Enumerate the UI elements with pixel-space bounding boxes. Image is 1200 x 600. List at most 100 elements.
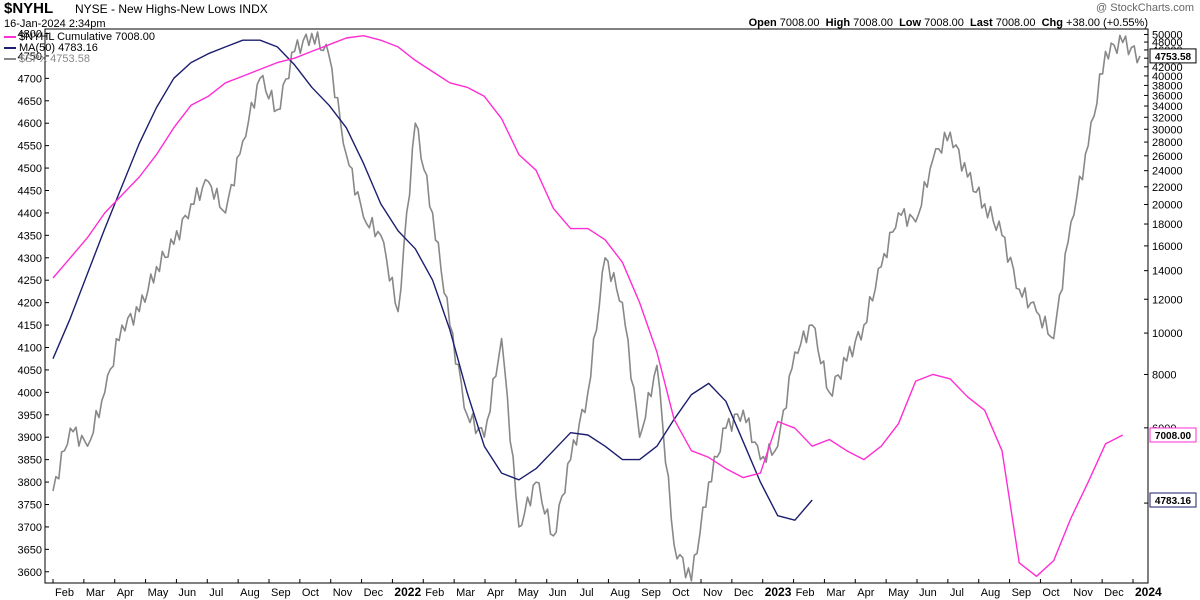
left-tick-label: 3850 [18,455,42,467]
left-tick-label: 4300 [18,253,42,265]
legend-label: $NYHL Cumulative 7008.00 [19,31,155,43]
high-value: 7008.00 [853,17,893,29]
legend-label: $SPX 4753.58 [19,53,90,65]
right-tick-label: 10000 [1152,328,1183,340]
stockcharts-watermark[interactable]: @ StockCharts.com [1096,2,1194,14]
right-tick-label: 28000 [1152,137,1183,149]
x-tick-label: Jul [950,587,964,599]
right-tick-label: 40000 [1152,71,1183,83]
x-tick-label: Dec [364,587,384,599]
left-tick-label: 4700 [18,73,42,85]
right-tick-label: 50000 [1152,29,1183,41]
x-tick-label: Jun [178,587,196,599]
last-label: Last [970,17,993,29]
x-tick-label: Feb [796,587,815,599]
value-tag: 7008.00 [1149,427,1197,443]
x-tick-label: May [148,587,169,599]
last-value: 7008.00 [995,17,1036,29]
x-tick-label: Aug [610,587,630,599]
left-tick-label: 4800 [18,28,42,40]
x-tick-label: Mar [826,587,845,599]
x-tick-label: Feb [55,587,74,599]
right-tick-label: 8000 [1152,369,1176,381]
right-tick-label: 38000 [1152,80,1183,92]
exchange-label: INDX [239,2,268,16]
left-tick-label: 3700 [18,522,42,534]
left-tick-label: 3950 [18,410,42,422]
x-tick-label: Oct [302,587,319,599]
x-tick-label: Nov [703,587,723,599]
right-tick-label: 24000 [1152,166,1183,178]
value-tags: 4753.58 7008.00 4783.16 [1149,48,1197,508]
open-value: 7008.00 [779,17,820,29]
left-tick-label: 3650 [18,544,42,556]
left-tick-label: 3750 [18,499,42,511]
right-tick-label: 26000 [1152,151,1183,163]
left-tick-label: 3600 [18,567,42,579]
right-tick-label: 32000 [1152,112,1183,124]
low-label: Low [899,17,922,29]
left-tick-label: 4250 [18,275,42,287]
x-tick-label: Nov [1073,587,1093,599]
value-tag-box [1149,48,1197,64]
left-tick-label: 4450 [18,185,42,197]
left-tick-label: 4100 [18,342,42,354]
value-tag-box [1149,492,1197,508]
right-tick-label: 14000 [1152,266,1183,278]
left-tick-label: 4750 [18,51,42,63]
legend-swatch [4,36,16,39]
x-tick-label: Jun [549,587,567,599]
series-line-nyhl-cumulative [52,35,1124,577]
x-tick-label: Dec [1104,587,1124,599]
high-label: High [825,17,851,29]
low-value: 7008.00 [924,17,964,29]
x-tick-label: 2024 [1135,585,1162,599]
left-axis: 3600 3650 3700 3750 3800 3850 3900 3950 4000 4050… [18,28,49,579]
left-tick-label: 4400 [18,208,42,220]
chg-value: +38.00 (+0.55%) [1066,17,1148,29]
x-tick-label: 2022 [394,585,421,599]
value-tag: 4783.16 [1149,492,1197,508]
x-tick-label: Apr [117,587,134,599]
left-tick-label: 3800 [18,477,42,489]
left-tick-label: 4500 [18,163,42,175]
right-tick-label: 42000 [1152,62,1183,74]
x-tick-label: Mar [456,587,475,599]
x-tick-label: Jul [209,587,223,599]
right-tick-label: 36000 [1152,90,1183,102]
series-line-ma-50 [52,39,813,521]
description-text: NYSE - New Highs-New Lows [75,2,236,16]
value-tag-label: 4783.16 [1155,496,1192,507]
chart-datestamp: 16-Jan-2024 2:34pm [4,18,106,30]
x-tick-label: May [888,587,909,599]
value-tag-label: 4753.58 [1155,52,1192,63]
x-tick-label: Apr [487,587,504,599]
right-tick-label: 20000 [1152,199,1183,211]
x-tick-label: 2023 [765,585,792,599]
left-tick-label: 4600 [18,118,42,130]
legend-swatch [4,47,16,50]
right-tick-label: 12000 [1152,294,1183,306]
left-tick-label: 4350 [18,230,42,242]
left-tick-label: 4200 [18,298,42,310]
left-tick-label: 4000 [18,387,42,399]
value-tag-label: 7008.00 [1155,431,1192,442]
x-tick-label: Sep [271,587,291,599]
right-tick-label: 22000 [1152,182,1183,194]
x-tick-label: Apr [857,587,874,599]
x-axis: Feb Mar Apr May Jun Jul Aug Sep Oct Nov Dec 2022 Feb… [52,579,1162,599]
right-tick-label: 16000 [1152,241,1183,253]
ohlc-readout: Open 7008.00 High 7008.00 Low 7008.00 La… [749,17,1148,29]
legend-spx: $SPX 4753.58 [4,53,90,65]
legend-ma50: MA(50) 4783.16 [4,42,98,54]
left-tick-label: 4550 [18,141,42,153]
x-tick-label: Oct [1042,587,1059,599]
left-tick-label: 4150 [18,320,42,332]
x-tick-label: Aug [240,587,260,599]
x-tick-label: Oct [672,587,689,599]
x-tick-label: May [518,587,539,599]
x-tick-label: Jul [580,587,594,599]
left-tick-label: 4050 [18,365,42,377]
plot-area [44,28,1149,584]
